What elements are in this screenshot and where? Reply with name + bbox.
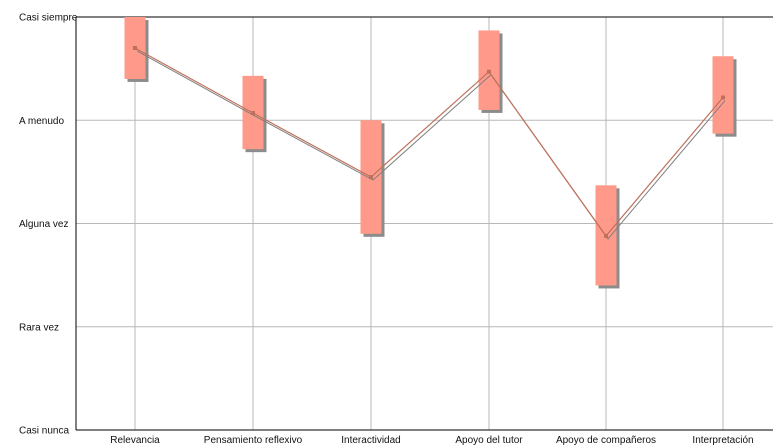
mean-point bbox=[721, 95, 725, 100]
y-tick-label: Rara vez bbox=[19, 322, 59, 333]
bar-layer bbox=[124, 17, 737, 289]
y-tick-label: Casi siempre bbox=[19, 13, 78, 24]
mean-point bbox=[251, 111, 255, 116]
mean-line bbox=[134, 47, 724, 237]
label-layer: Casi nunca Rara vez Alguna vez A menudo Casi… bbox=[19, 13, 754, 445]
mean-line-shadow bbox=[136, 50, 726, 240]
grid-layer bbox=[76, 17, 773, 430]
x-tick-label: Apoyo de compañeros bbox=[556, 435, 656, 445]
y-tick-label: A menudo bbox=[19, 116, 64, 127]
x-tick-label: Apoyo del tutor bbox=[455, 435, 523, 445]
mean-point bbox=[369, 175, 373, 180]
line-layer bbox=[133, 45, 726, 240]
mean-point bbox=[133, 45, 137, 50]
y-tick-label: Casi nunca bbox=[19, 426, 69, 437]
y-tick-label: Alguna vez bbox=[19, 219, 68, 230]
x-tick-label: Interpretación bbox=[692, 435, 753, 445]
x-tick-label: Interactividad bbox=[341, 435, 400, 445]
range-bar bbox=[712, 56, 734, 134]
mean-point bbox=[604, 233, 608, 238]
axis-layer bbox=[75, 16, 773, 431]
mean-point bbox=[487, 69, 491, 74]
x-tick-label: Relevancia bbox=[110, 435, 160, 445]
x-tick-label: Pensamiento reflexivo bbox=[204, 435, 303, 445]
